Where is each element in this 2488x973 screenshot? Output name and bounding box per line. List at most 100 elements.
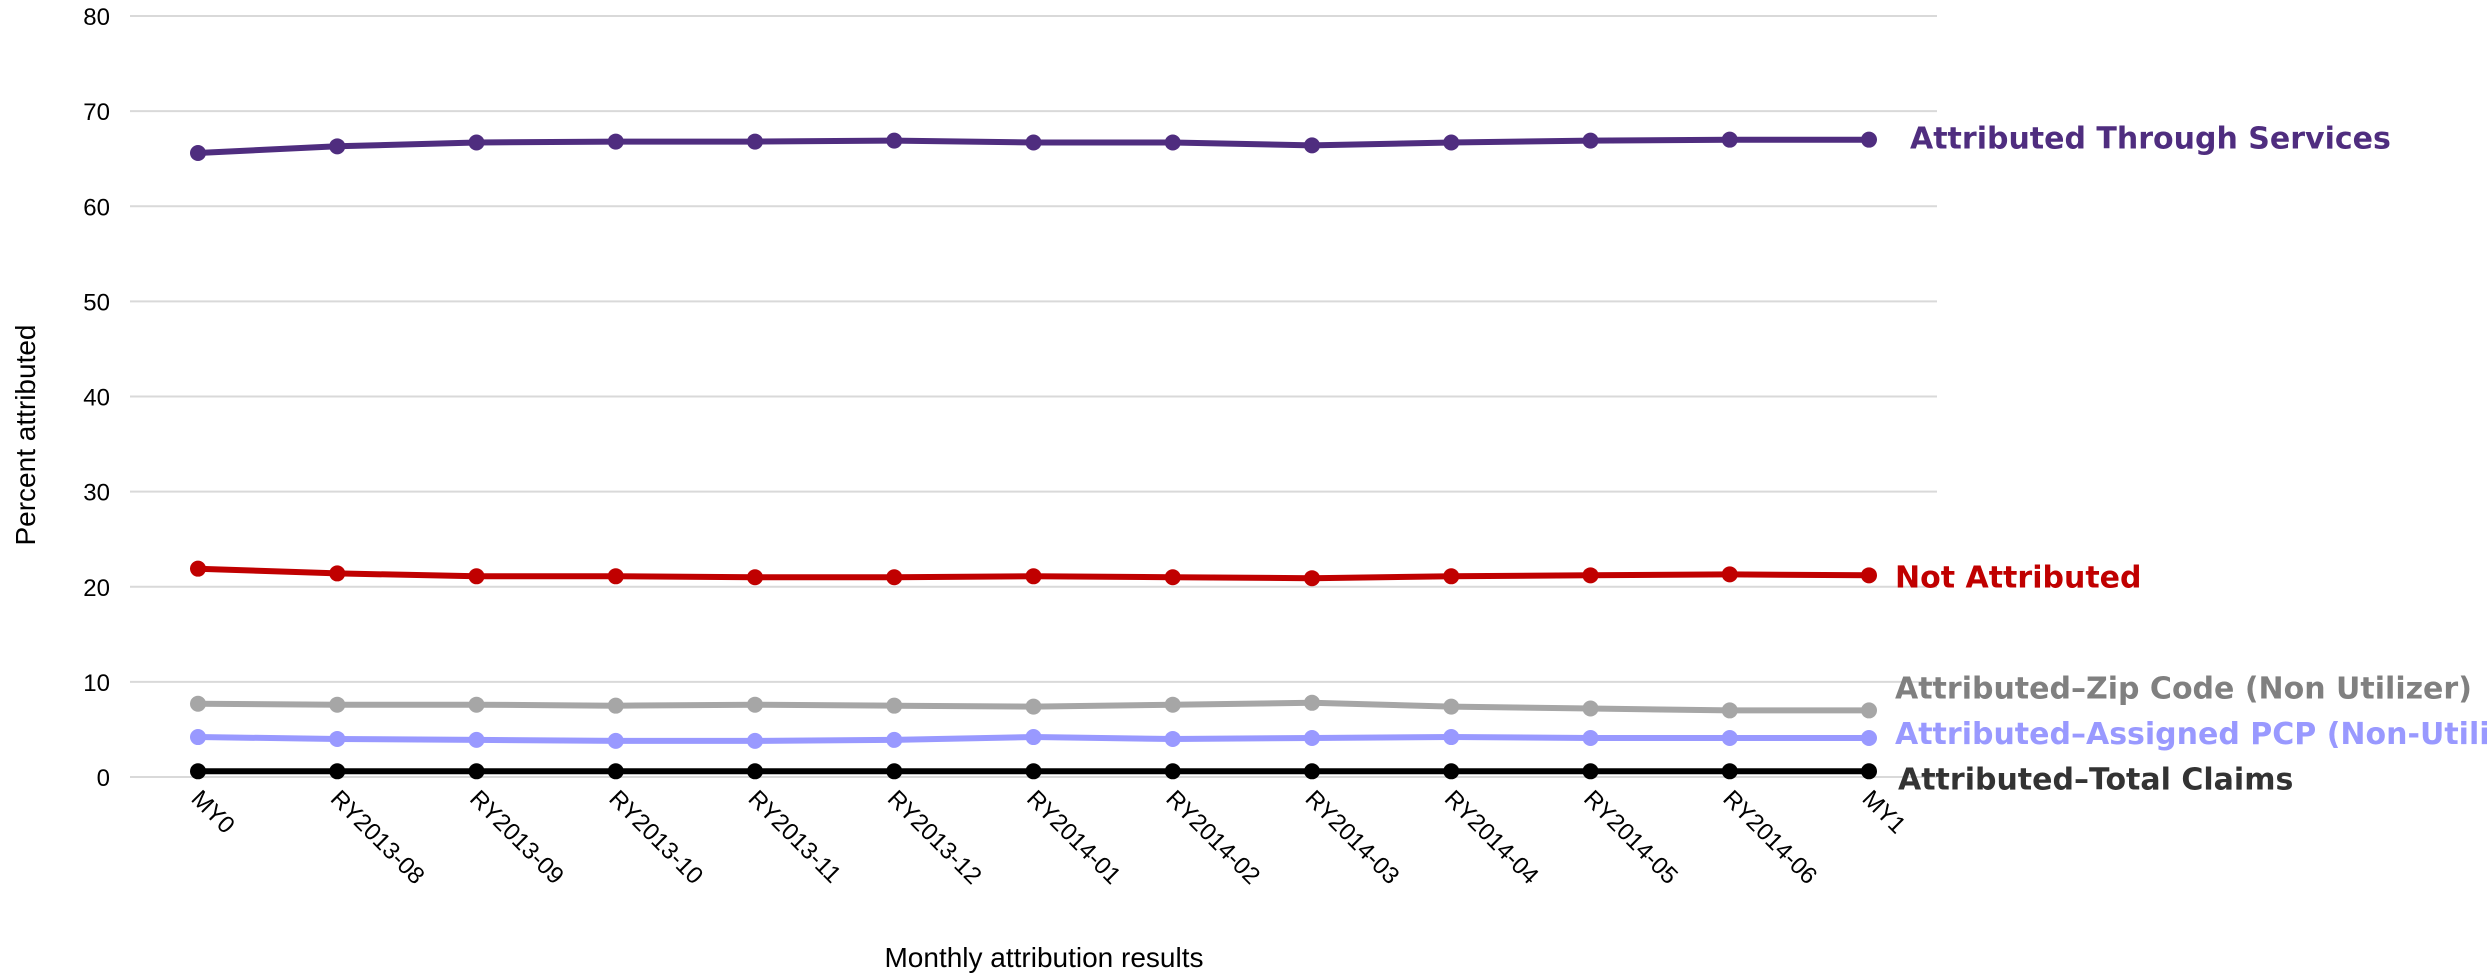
data-point-not-attributed xyxy=(468,568,485,585)
x-tick-label: RY2013-08 xyxy=(325,785,430,890)
data-point-attributed-through-services xyxy=(747,133,763,150)
data-point-attributed-through-services xyxy=(1164,134,1181,151)
data-point-attributed-assigned-pcp-non-utilizer xyxy=(1164,730,1181,747)
x-axis-title: Monthly attribution results xyxy=(884,942,1203,973)
data-point-attributed-total-claims xyxy=(190,763,206,780)
data-point-attributed-total-claims xyxy=(1721,763,1738,780)
data-point-attributed-total-claims xyxy=(329,763,346,780)
data-point-attributed-through-services xyxy=(607,133,624,150)
data-point-not-attributed xyxy=(607,568,624,585)
y-tick-label: 30 xyxy=(83,480,110,507)
data-point-attributed-assigned-pcp-non-utilizer xyxy=(747,732,763,749)
data-point-attributed-zip-code-non-utilizer xyxy=(1443,698,1460,715)
x-tick-label: RY2014-03 xyxy=(1300,785,1405,890)
data-point-attributed-through-services xyxy=(468,134,485,151)
y-tick-label: 20 xyxy=(83,575,110,602)
data-point-attributed-total-claims xyxy=(607,763,624,780)
data-point-not-attributed xyxy=(1721,566,1738,583)
data-point-not-attributed xyxy=(1025,568,1042,585)
data-point-attributed-assigned-pcp-non-utilizer xyxy=(190,729,206,746)
data-point-attributed-zip-code-non-utilizer xyxy=(1025,698,1042,715)
y-axis-title: Percent attributed xyxy=(10,324,41,545)
data-point-attributed-zip-code-non-utilizer xyxy=(329,696,346,713)
data-point-not-attributed xyxy=(1443,568,1460,585)
x-tick-label: RY2014-04 xyxy=(1439,785,1544,890)
data-point-attributed-assigned-pcp-non-utilizer xyxy=(1721,729,1738,746)
data-point-not-attributed xyxy=(1582,567,1599,584)
data-point-attributed-zip-code-non-utilizer xyxy=(1721,702,1738,719)
data-point-attributed-assigned-pcp-non-utilizer xyxy=(468,731,485,748)
data-point-not-attributed xyxy=(1304,570,1320,587)
data-point-attributed-total-claims xyxy=(886,763,903,780)
y-axis-ticks: 0 10 20 30 40 50 60 70 80 xyxy=(83,4,110,792)
x-tick-label: RY2014-05 xyxy=(1578,785,1683,890)
data-point-attributed-assigned-pcp-non-utilizer xyxy=(329,730,346,747)
data-point-attributed-total-claims xyxy=(1025,763,1042,780)
data-point-attributed-through-services xyxy=(886,132,903,149)
data-point-attributed-zip-code-non-utilizer xyxy=(190,695,206,712)
data-point-attributed-zip-code-non-utilizer xyxy=(747,696,763,713)
data-point-attributed-zip-code-non-utilizer xyxy=(468,696,485,713)
data-point-attributed-through-services xyxy=(1861,131,1877,148)
series-lines xyxy=(197,136,1870,775)
data-point-attributed-zip-code-non-utilizer xyxy=(1861,702,1877,719)
data-point-attributed-assigned-pcp-non-utilizer xyxy=(1861,729,1877,746)
data-point-attributed-through-services xyxy=(190,144,206,161)
data-point-not-attributed xyxy=(190,560,206,577)
y-tick-label: 60 xyxy=(83,194,110,221)
y-tick-label: 10 xyxy=(83,670,110,697)
x-axis-ticks: MY0 RY2013-08 RY2013-09 RY2013-10 RY2013-11 R… xyxy=(186,785,1911,890)
series-label-attributed-through-services: Attributed Through Services xyxy=(1910,122,2391,157)
series-labels: Attributed Through Services Not Attribute… xyxy=(1895,122,2488,798)
y-tick-label: 80 xyxy=(83,4,110,31)
series-label-attributed-zip-code-non-utilizer: Attributed–Zip Code (Non Utilizer) xyxy=(1895,671,2472,706)
y-tick-label: 50 xyxy=(83,289,110,316)
data-point-attributed-through-services xyxy=(329,138,346,155)
data-point-attributed-total-claims xyxy=(468,763,485,780)
data-point-not-attributed xyxy=(329,565,346,582)
data-point-attributed-assigned-pcp-non-utilizer xyxy=(886,731,903,748)
data-point-attributed-total-claims xyxy=(1443,763,1460,780)
data-point-attributed-through-services xyxy=(1025,134,1042,151)
data-point-attributed-assigned-pcp-non-utilizer xyxy=(1582,729,1599,746)
data-point-not-attributed xyxy=(747,569,763,586)
data-point-not-attributed xyxy=(1164,569,1181,586)
series-points xyxy=(190,131,1877,780)
y-tick-label: 40 xyxy=(83,385,110,412)
data-point-attributed-through-services xyxy=(1721,131,1738,148)
data-point-attributed-assigned-pcp-non-utilizer xyxy=(607,732,624,749)
series-label-attributed-assigned-pcp-non-utilizer: Attributed–Assigned PCP (Non-Utilizer) xyxy=(1895,717,2488,752)
x-tick-label: RY2013-10 xyxy=(604,785,709,890)
x-tick-label: RY2014-02 xyxy=(1161,785,1266,890)
data-point-attributed-total-claims xyxy=(1304,763,1320,780)
x-tick-label: MY0 xyxy=(186,785,240,839)
x-tick-label: RY2014-01 xyxy=(1021,785,1126,890)
data-point-attributed-assigned-pcp-non-utilizer xyxy=(1025,729,1042,746)
x-tick-label: RY2013-09 xyxy=(464,785,569,890)
data-point-not-attributed xyxy=(1861,567,1877,584)
data-point-not-attributed xyxy=(886,569,903,586)
data-point-attributed-zip-code-non-utilizer xyxy=(886,697,903,714)
y-tick-label: 0 xyxy=(97,765,110,792)
series-label-attributed-total-claims: Attributed–Total Claims xyxy=(1898,762,2293,797)
series-label-not-attributed: Not Attributed xyxy=(1895,560,2141,595)
data-point-attributed-total-claims xyxy=(1861,763,1877,780)
data-point-attributed-assigned-pcp-non-utilizer xyxy=(1443,729,1460,746)
data-point-attributed-assigned-pcp-non-utilizer xyxy=(1304,729,1320,746)
data-point-attributed-zip-code-non-utilizer xyxy=(1304,694,1320,711)
data-point-attributed-through-services xyxy=(1443,134,1460,151)
x-tick-label: RY2013-11 xyxy=(743,785,846,888)
data-point-attributed-total-claims xyxy=(1582,763,1599,780)
data-point-attributed-through-services xyxy=(1582,132,1599,149)
gridlines xyxy=(130,15,1937,778)
y-tick-label: 70 xyxy=(83,99,110,126)
data-point-attributed-zip-code-non-utilizer xyxy=(1164,696,1181,713)
x-tick-label: RY2014-06 xyxy=(1718,785,1823,890)
data-point-attributed-zip-code-non-utilizer xyxy=(1582,700,1599,717)
data-point-attributed-total-claims xyxy=(747,763,763,780)
data-point-attributed-through-services xyxy=(1304,137,1320,154)
x-tick-label: RY2013-12 xyxy=(882,785,987,890)
data-point-attributed-total-claims xyxy=(1164,763,1181,780)
data-point-attributed-zip-code-non-utilizer xyxy=(607,697,624,714)
